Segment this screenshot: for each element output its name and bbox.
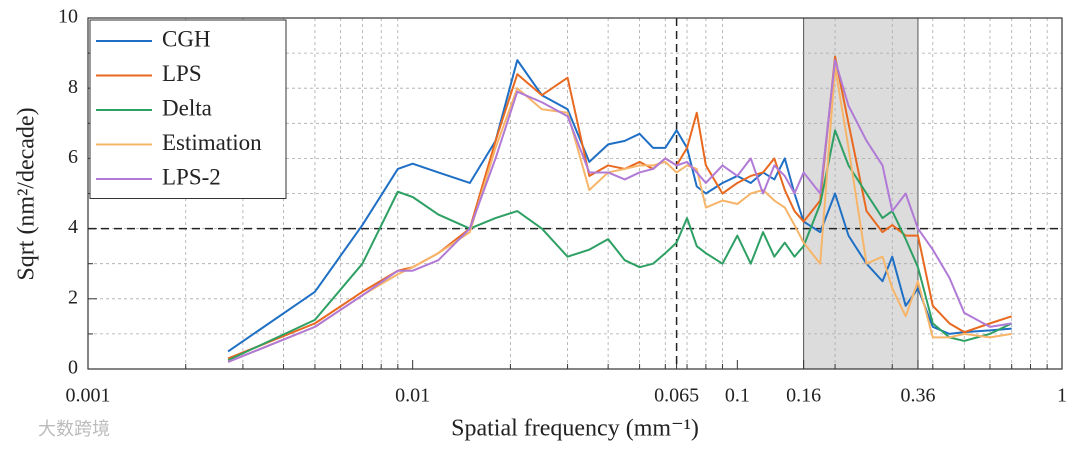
x-tick-label: 0.001	[66, 385, 111, 407]
x-axis-title: Spatial frequency (mm⁻¹)	[451, 416, 699, 442]
y-tick-label: 2	[68, 286, 78, 308]
plot-frame	[87, 17, 1063, 370]
legend-label: CGH	[162, 26, 211, 51]
series-line	[227, 129, 1013, 362]
legend-label: LPS	[162, 61, 202, 86]
y-tick-label: 8	[68, 76, 78, 98]
y-axis-title: Sqrt (nm²/decade)	[14, 107, 40, 280]
y-tick-label: 0	[68, 357, 78, 379]
x-tick-label: 1	[1057, 385, 1067, 407]
y-tick-label: 4	[68, 216, 78, 238]
watermark: 大数跨境	[38, 419, 110, 440]
legend-label: Estimation	[162, 130, 262, 155]
series-line	[227, 59, 1012, 353]
legend-label: Delta	[162, 95, 212, 120]
legend-label: LPS-2	[162, 164, 221, 189]
x-tick-label: 0.065	[654, 385, 699, 407]
series-line	[227, 66, 1012, 363]
series-line	[227, 59, 1012, 363]
x-tick-label: 0.1	[725, 385, 750, 407]
y-tick-label: 6	[68, 146, 78, 168]
y-tick-label: 10	[58, 6, 78, 28]
x-tick-label: 0.36	[900, 385, 935, 407]
series-line	[227, 55, 1013, 360]
x-tick-label: 0.16	[786, 385, 821, 407]
x-tick-label: 0.01	[395, 385, 430, 407]
